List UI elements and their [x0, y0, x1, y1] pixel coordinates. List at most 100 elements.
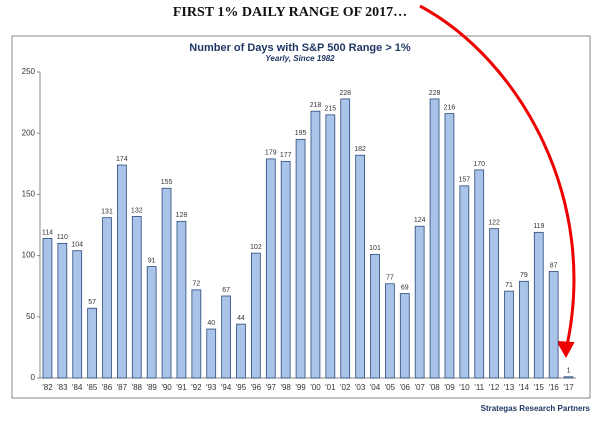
- bar: [325, 114, 336, 379]
- x-tick-label: '06: [400, 383, 411, 392]
- bar: [533, 231, 544, 379]
- data-label: 228: [339, 90, 351, 97]
- x-tick-label: '88: [132, 383, 143, 392]
- bar: [265, 158, 276, 379]
- bar: [251, 252, 261, 379]
- x-tick-label: '91: [176, 383, 187, 392]
- data-label: 79: [520, 272, 528, 279]
- data-label: 44: [237, 315, 245, 322]
- x-tick-label: '15: [534, 383, 545, 392]
- data-label: 114: [42, 229, 53, 236]
- data-label: 122: [488, 220, 500, 227]
- y-tick-label: 200: [22, 128, 36, 137]
- bar: [295, 138, 306, 379]
- data-label: 40: [207, 320, 215, 327]
- x-tick-label: '89: [146, 383, 157, 392]
- data-label: 104: [71, 242, 83, 249]
- x-tick-label: '97: [266, 383, 277, 392]
- data-label: 170: [473, 161, 485, 168]
- data-label: 91: [148, 257, 156, 264]
- bar: [504, 290, 514, 379]
- bar: [563, 376, 574, 379]
- data-label: 72: [192, 281, 200, 288]
- x-tick-label: '94: [221, 383, 232, 392]
- y-tick-label: 50: [26, 312, 35, 321]
- x-tick-label: '98: [280, 383, 291, 392]
- y-tick-label: 150: [22, 190, 36, 199]
- x-tick-label: '93: [206, 383, 217, 392]
- x-tick-label: '07: [414, 383, 425, 392]
- data-label: 124: [414, 217, 426, 224]
- data-label: 182: [354, 146, 366, 153]
- x-tick-label: '17: [563, 383, 574, 392]
- x-tick-label: '09: [444, 383, 455, 392]
- data-label: 131: [101, 208, 113, 215]
- x-tick-label: '03: [355, 383, 366, 392]
- bar: [206, 328, 217, 379]
- bar: [355, 154, 365, 379]
- x-tick-label: '16: [548, 383, 559, 392]
- y-tick-label: 100: [22, 251, 36, 260]
- data-label: 215: [324, 106, 336, 113]
- y-tick-label: 0: [31, 373, 36, 382]
- bar: [444, 113, 455, 379]
- chart-frame: [11, 35, 591, 399]
- bar: [548, 271, 559, 379]
- data-label: 110: [57, 234, 68, 241]
- arrow: [419, 4, 576, 351]
- data-label: 57: [88, 299, 96, 306]
- x-tick-label: '04: [370, 383, 381, 392]
- x-tick-label: '05: [385, 383, 396, 392]
- x-tick-label: '96: [251, 383, 262, 392]
- bar: [42, 238, 53, 379]
- data-label: 155: [161, 179, 173, 186]
- chart-title: Number of Days with S&P 500 Range > 1%: [189, 42, 411, 54]
- x-tick-label: '13: [504, 383, 515, 392]
- data-label: 179: [265, 150, 277, 157]
- bar: [102, 217, 112, 379]
- y-tick-label: 250: [22, 67, 36, 76]
- bar: [146, 266, 157, 379]
- bar: [310, 110, 321, 379]
- data-label: 87: [550, 262, 558, 269]
- bar: [414, 225, 425, 379]
- bar: [191, 289, 202, 379]
- x-tick-label: '01: [325, 383, 336, 392]
- data-label: 71: [505, 282, 513, 289]
- bar: [117, 164, 127, 379]
- data-label: 228: [429, 90, 441, 97]
- x-tick-label: '90: [161, 383, 172, 392]
- arrow-head: [556, 340, 575, 359]
- bar: [131, 216, 142, 379]
- x-tick-label: '08: [429, 383, 440, 392]
- bar: [280, 160, 291, 379]
- x-tick-label: '95: [236, 383, 247, 392]
- chart-subtitle: Yearly, Since 1982: [265, 54, 335, 63]
- data-label: 157: [458, 177, 470, 184]
- data-label: 67: [222, 287, 230, 294]
- bar: [459, 185, 470, 379]
- data-label: 177: [280, 152, 292, 159]
- data-label: 119: [533, 223, 544, 230]
- x-tick-label: '84: [72, 383, 83, 392]
- x-tick-label: '11: [474, 383, 484, 392]
- data-label: 195: [295, 130, 307, 137]
- x-tick-label: '14: [519, 383, 530, 392]
- data-label: 69: [401, 284, 409, 291]
- bar: [176, 220, 187, 379]
- data-label: 174: [116, 156, 128, 163]
- x-tick-label: '86: [102, 383, 113, 392]
- bar: [399, 293, 410, 379]
- data-label: 101: [369, 245, 381, 252]
- data-label: 77: [386, 275, 394, 282]
- x-tick-label: '00: [310, 383, 321, 392]
- bar: [429, 98, 440, 379]
- bar: [161, 187, 172, 379]
- x-tick-label: '10: [459, 383, 470, 392]
- x-tick-label: '82: [42, 383, 53, 392]
- bar: [57, 242, 68, 379]
- bar: [370, 253, 380, 379]
- bar: [72, 250, 83, 379]
- data-label: 218: [310, 102, 322, 109]
